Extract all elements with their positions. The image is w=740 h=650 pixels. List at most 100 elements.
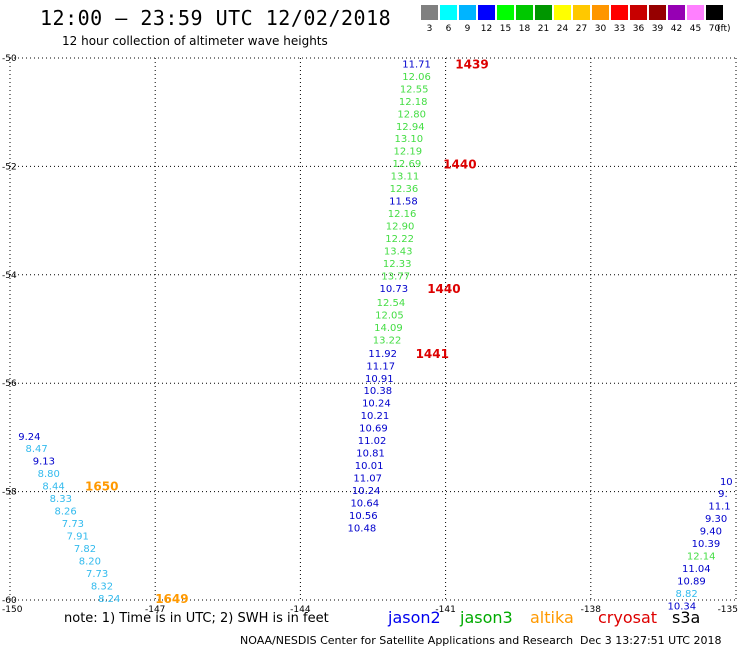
data-point-label: 10.91 [365, 374, 394, 385]
data-point-label: 9.40 [700, 527, 722, 538]
data-point-label: 10.39 [692, 539, 721, 550]
page-title: 12:00 – 23:59 UTC 12/02/2018 [40, 6, 392, 30]
y-tick-label: -58 [2, 488, 17, 498]
data-point-label: 10.38 [364, 386, 393, 397]
data-point-label: 11.07 [353, 474, 382, 485]
data-point-label: 10.69 [359, 424, 388, 435]
data-point-label: 12.94 [396, 122, 425, 133]
satellite-legend-s3a: s3a [672, 608, 701, 627]
satellite-legend-altika: altika [530, 608, 574, 627]
data-point-label: 12.14 [687, 552, 716, 563]
color-scale-swatch [535, 5, 552, 20]
color-scale-label: 6 [445, 24, 452, 34]
pass-time-annotation: 1440 [443, 158, 476, 172]
color-scale-label: 18 [518, 24, 531, 34]
data-point-label: 14.09 [374, 323, 403, 334]
data-point-label: 10.73 [379, 284, 408, 295]
data-point-label: 8.82 [675, 589, 697, 600]
color-scale-swatch [687, 5, 704, 20]
y-tick-label: -60 [2, 596, 17, 606]
data-point-label: 12.54 [377, 298, 406, 309]
y-tick-label: -54 [2, 271, 17, 281]
data-point-label: 10.34 [667, 601, 696, 612]
data-point-label: 8.80 [38, 469, 60, 480]
color-scale-label: 33 [613, 24, 626, 34]
data-point-label: 12.69 [393, 159, 422, 170]
color-scale-label: 36 [632, 24, 645, 34]
color-scale-swatch [611, 5, 628, 20]
color-scale-swatch [630, 5, 647, 20]
page-subtitle: 12 hour collection of altimeter wave hei… [62, 34, 328, 48]
data-point-label: 12.22 [385, 234, 414, 245]
data-point-label: 10.64 [350, 498, 379, 509]
data-point-label: 8.20 [79, 556, 101, 567]
data-point-label: 12.55 [400, 84, 429, 95]
data-point-label: 9. [718, 489, 728, 500]
pass-time-annotation: 1439 [455, 57, 488, 71]
data-point-label: 7.73 [62, 519, 84, 530]
data-point-label: 8.26 [55, 507, 77, 518]
color-scale-swatch [516, 5, 533, 20]
data-point-label: 12.16 [388, 209, 417, 220]
data-point-label: 10.48 [348, 523, 377, 534]
color-scale-label: 12 [480, 24, 493, 34]
color-scale-label: 30 [594, 24, 607, 34]
x-tick-label: -147 [145, 605, 165, 615]
data-point-label: 9.30 [705, 514, 727, 525]
color-scale-swatch [649, 5, 666, 20]
y-tick-label: -50 [2, 54, 17, 64]
data-point-label: 13.77 [381, 271, 410, 282]
x-tick-label: -150 [2, 605, 23, 615]
data-point-label: 11.17 [366, 361, 395, 372]
pass-time-annotation: 1650 [85, 480, 118, 494]
data-point-label: 10.21 [361, 411, 390, 422]
data-point-label: 10 [720, 477, 733, 488]
color-scale-label: 39 [651, 24, 664, 34]
data-point-label: 11.71 [402, 59, 431, 70]
x-tick-label: -144 [290, 605, 311, 615]
satellite-legend-jason2: jason2 [388, 608, 441, 627]
footer-note: note: 1) Time is in UTC; 2) SWH is in fe… [64, 611, 329, 626]
color-scale-label: 9 [464, 24, 471, 34]
data-point-label: 10.56 [349, 511, 378, 522]
color-scale-label: 24 [556, 24, 569, 34]
color-scale-label: 15 [499, 24, 512, 34]
color-scale-label: 27 [575, 24, 588, 34]
data-point-label: 12.80 [397, 109, 426, 120]
data-point-label: 10.89 [677, 576, 706, 587]
color-scale-swatch [459, 5, 476, 20]
data-point-label: 11.02 [358, 436, 387, 447]
data-point-label: 8.24 [98, 594, 120, 605]
pass-time-annotation: 1441 [416, 347, 449, 361]
color-scale-label: 45 [689, 24, 702, 34]
color-scale-label: 21 [537, 24, 550, 34]
pass-time-annotation: 1440 [427, 282, 460, 296]
y-tick-label: -52 [2, 162, 17, 172]
data-point-label: 12.90 [386, 221, 415, 232]
data-point-label: 12.33 [383, 259, 412, 270]
timestamp-text: Dec 3 13:27:51 UTC 2018 [580, 634, 722, 647]
data-point-label: 13.22 [373, 335, 402, 346]
data-point-label: 10.81 [356, 449, 385, 460]
color-scale-swatch [592, 5, 609, 20]
x-tick-label: -138 [581, 605, 602, 615]
data-point-label: 7.73 [86, 569, 108, 580]
color-scale-label: 42 [670, 24, 683, 34]
data-point-label: 13.10 [394, 134, 423, 145]
data-point-label: 7.82 [74, 544, 96, 555]
satellite-legend-jason3: jason3 [460, 608, 513, 627]
color-scale-swatch [478, 5, 495, 20]
data-point-label: 12.18 [399, 97, 428, 108]
x-tick-label: -141 [435, 605, 455, 615]
data-point-label: 10.24 [362, 399, 391, 410]
satellite-legend-cryosat: cryosat [598, 608, 658, 627]
data-point-label: 13.11 [391, 172, 420, 183]
data-point-label: 12.05 [375, 310, 404, 321]
data-point-label: 10.01 [355, 461, 384, 472]
color-scale-swatch [421, 5, 438, 20]
color-scale-unit: (ft) [717, 24, 731, 34]
color-scale-swatch [440, 5, 457, 20]
color-scale-swatch [554, 5, 571, 20]
data-point-label: 11.1 [708, 502, 730, 513]
